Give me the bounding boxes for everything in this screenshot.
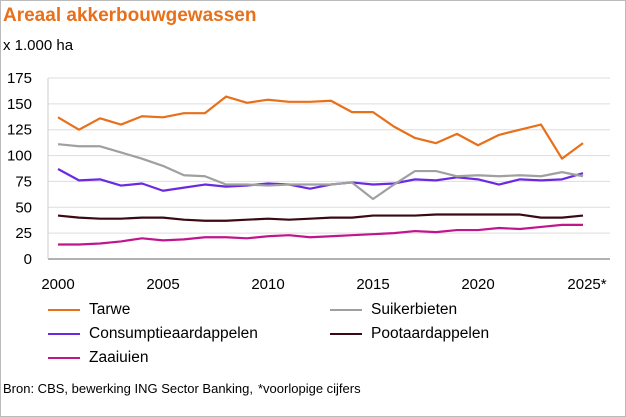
series-line-pootaardappelen [57,213,584,222]
legend-label: Zaaiuien [89,349,149,366]
y-tick-label: 25 [15,225,32,242]
y-tick-label: 75 [15,173,32,190]
x-tick-label: 2010 [251,276,284,293]
legend-swatch [48,357,80,359]
y-tick-label: 0 [24,251,32,268]
x-tick-label: 2005 [146,276,179,293]
y-tick-label: 125 [7,122,32,139]
y-axis-unit: x 1.000 ha [3,37,74,54]
x-tick-label: 2000 [41,276,74,293]
source-text: Bron: CBS, bewerking ING Sector Banking, [3,381,254,396]
y-tick-label: 50 [15,199,32,216]
footnote-text: *voorlopige cijfers [258,381,361,396]
legend-swatch [48,309,80,311]
chart-plot: 0 25 50 75 100 125 150 175 2000 2005 2010 2015 2020 2… [7,70,610,293]
legend-swatch [330,333,362,335]
x-tick-label: 2020 [461,276,494,293]
legend-label: Tarwe [89,301,131,318]
legend-item: Pootaardappelen [330,325,489,343]
y-tick-label: 100 [7,148,32,165]
x-tick-label: 2025* [567,276,606,293]
series-line-tarwe [57,95,584,160]
series-line-zaaiuien [58,223,583,246]
series-line-suikerbieten [57,143,584,201]
chart-title: Areaal akkerbouwgewassen [3,5,257,26]
legend-label: Pootaardappelen [371,325,490,342]
legend-item: Suikerbieten [330,301,457,319]
legend-label: Consumptieaardappelen [89,325,258,342]
legend-swatch [330,309,362,311]
y-tick-label: 175 [7,70,32,87]
series-line-consumptieaardappelen [57,168,584,192]
y-tick-label: 150 [7,96,32,113]
legend-item: Zaaiuien [48,349,148,367]
x-tick-label: 2015 [356,276,389,293]
legend-label: Suikerbieten [371,301,458,318]
legend-item: Tarwe [48,301,130,319]
legend-swatch [48,333,80,335]
legend-item: Consumptieaardappelen [48,325,258,343]
